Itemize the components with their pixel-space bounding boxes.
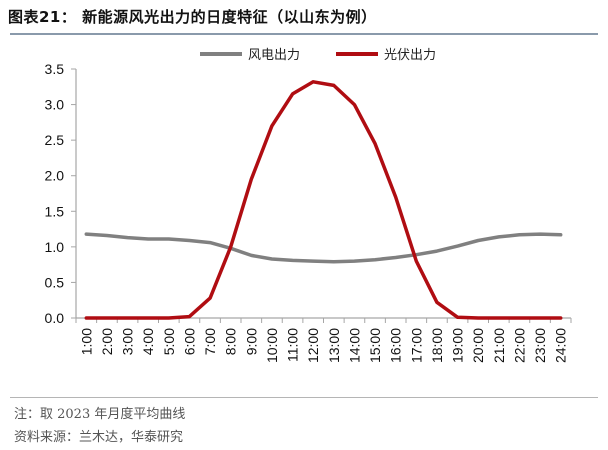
x-tick-label: 13:00 <box>326 328 342 363</box>
x-tick-label: 3:00 <box>120 328 136 355</box>
y-tick-label: 0.0 <box>45 310 65 326</box>
x-tick-label: 22:00 <box>511 328 527 363</box>
x-tick-label: 15:00 <box>367 328 383 363</box>
x-tick-label: 23:00 <box>532 328 548 363</box>
x-tick-label: 17:00 <box>408 328 424 363</box>
legend-swatch-solar <box>336 51 378 56</box>
legend-swatch-wind <box>200 51 242 56</box>
axes: 0.0 0.5 1.0 1.5 2.0 2.5 3.0 3.5 1:00 2:00 3:00 4:00… <box>45 61 572 363</box>
legend-item-wind: 风电出力 <box>200 44 300 63</box>
legend: 风电出力 光伏出力 <box>0 44 608 64</box>
solar-output-line <box>84 80 563 320</box>
x-tick-label: 14:00 <box>346 328 362 363</box>
y-tick-label: 3.0 <box>45 97 65 113</box>
legend-item-solar: 光伏出力 <box>336 44 436 63</box>
x-tick-label: 19:00 <box>450 328 466 363</box>
x-tick-label: 21:00 <box>491 328 507 363</box>
y-tick-label: 2.5 <box>45 132 65 148</box>
x-tick-label: 24:00 <box>553 328 569 363</box>
wind-output-line <box>84 232 563 264</box>
x-tick-label: 12:00 <box>305 328 321 363</box>
legend-label-solar: 光伏出力 <box>384 48 437 63</box>
chart-note: 注：取 2023 年月度平均曲线 <box>14 407 186 422</box>
line-chart: 0.0 0.5 1.0 1.5 2.0 2.5 3.0 3.5 1:00 2:00 3:00 4:00… <box>45 61 572 363</box>
chart-source: 资料来源：兰木达，华泰研究 <box>14 430 184 445</box>
chart-title: 图表21： 新能源风光出力的日度特征（以山东为例） <box>8 8 377 26</box>
x-tick-label: 6:00 <box>181 328 197 355</box>
x-tick-label: 4:00 <box>140 328 156 355</box>
series-lines <box>84 80 563 320</box>
x-tick-label: 11:00 <box>285 328 301 362</box>
x-tick-label: 20:00 <box>470 328 486 363</box>
y-tick-label: 0.5 <box>45 274 65 290</box>
x-tick-label: 8:00 <box>223 328 239 355</box>
x-tick-label: 10:00 <box>264 328 280 363</box>
x-tick-label: 9:00 <box>243 328 259 355</box>
x-tick-label: 18:00 <box>429 328 445 363</box>
x-tick-label: 7:00 <box>202 328 218 355</box>
x-tick-label: 16:00 <box>388 328 404 363</box>
legend-label-wind: 风电出力 <box>248 48 301 63</box>
y-tick-label: 1.5 <box>45 203 65 219</box>
title-divider <box>10 33 598 35</box>
x-tick-label: 5:00 <box>161 328 177 355</box>
x-tick-label: 1:00 <box>78 328 94 355</box>
y-tick-label: 1.0 <box>45 239 65 255</box>
x-tick-label: 2:00 <box>99 328 115 355</box>
footer-divider <box>10 397 598 398</box>
y-tick-label: 2.0 <box>45 168 65 184</box>
y-tick-label: 3.5 <box>45 61 65 77</box>
